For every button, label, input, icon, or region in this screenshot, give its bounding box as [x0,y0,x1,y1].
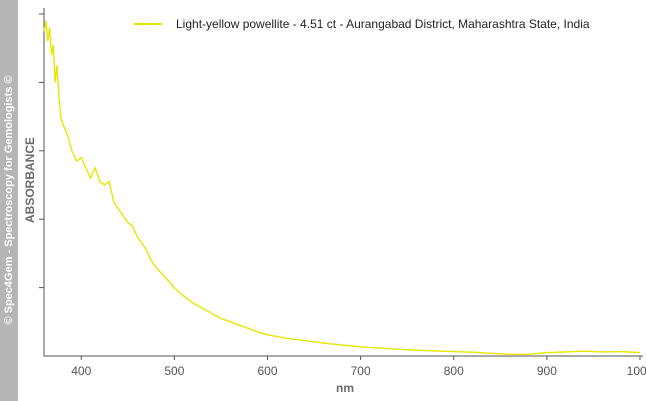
legend-label: Light-yellow powellite - 4.51 ct - Auran… [176,17,590,31]
absorbance-series-line [43,20,641,355]
x-tick-label: 700 [351,364,371,378]
x-axis-title: nm [336,381,354,395]
x-tick-label: 900 [537,364,557,378]
x-tick-label: 1000 [627,364,646,378]
y-axis-title: ABSORBANCE [23,137,37,223]
x-tick-label: 500 [164,364,184,378]
x-tick-label: 600 [257,364,277,378]
x-ticks: 400 500 600 700 800 900 1000 [71,356,646,378]
x-tick-label: 400 [71,364,91,378]
legend: Light-yellow powellite - 4.51 ct - Auran… [134,17,590,31]
y-ticks [39,13,44,289]
x-tick-label: 800 [444,364,464,378]
watermark-strip: © Spec4Gem - Spectroscopy for Gemologist… [0,0,18,401]
